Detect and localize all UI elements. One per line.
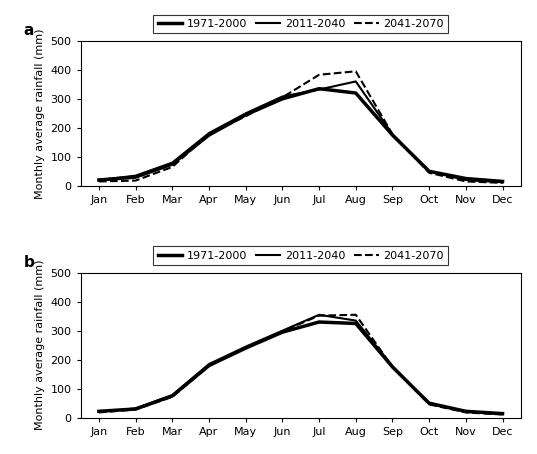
Legend: 1971-2000, 2011-2040, 2041-2070: 1971-2000, 2011-2040, 2041-2070: [154, 247, 448, 265]
Text: b: b: [23, 255, 34, 271]
Text: a: a: [23, 24, 34, 39]
Y-axis label: Monthly average rainfall (mm): Monthly average rainfall (mm): [35, 260, 45, 430]
Y-axis label: Monthly average rainfall (mm): Monthly average rainfall (mm): [35, 28, 45, 198]
Legend: 1971-2000, 2011-2040, 2041-2070: 1971-2000, 2011-2040, 2041-2070: [154, 15, 448, 34]
